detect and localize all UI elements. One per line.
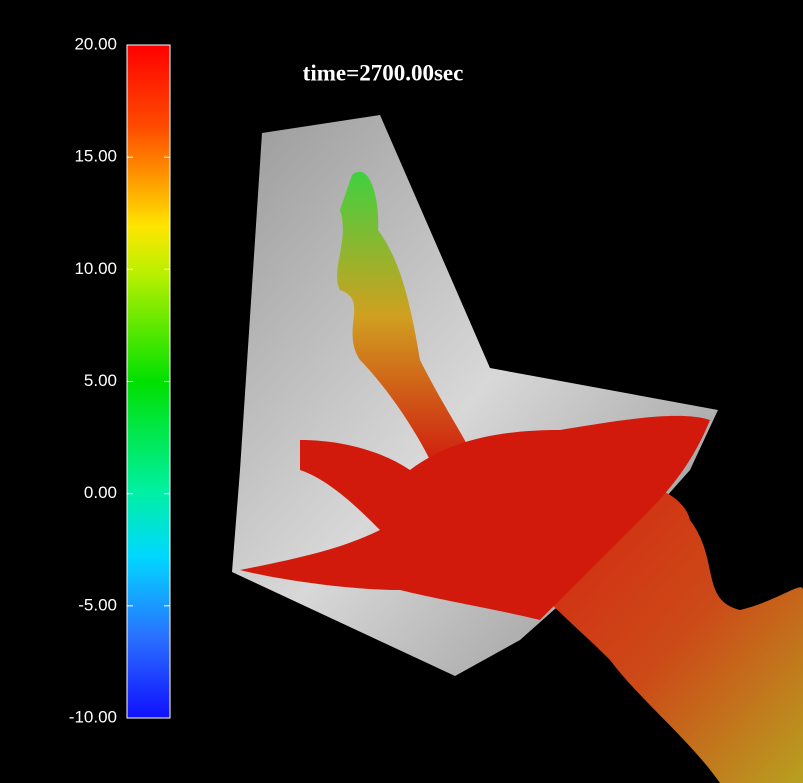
- colorbar-tick-label: 10.00: [74, 259, 117, 278]
- time-label: time=2700.00sec: [303, 60, 464, 85]
- colorbar-tick-label: -5.00: [78, 595, 117, 614]
- colorbar-tick-label: 0.00: [84, 483, 117, 502]
- visualization: time=2700.00sec 20.00 15.00 10.00 5.00 0.00 -…: [0, 0, 803, 783]
- colorbar: [127, 45, 170, 718]
- colorbar-tick-label: -10.00: [69, 707, 117, 726]
- colorbar-tick-label: 20.00: [74, 34, 117, 53]
- page: {"title": "time=2700.00sec", "colorbar":…: [0, 0, 803, 783]
- colorbar-tick-label: 15.00: [74, 147, 117, 166]
- colorbar-tick-label: 5.00: [84, 371, 117, 390]
